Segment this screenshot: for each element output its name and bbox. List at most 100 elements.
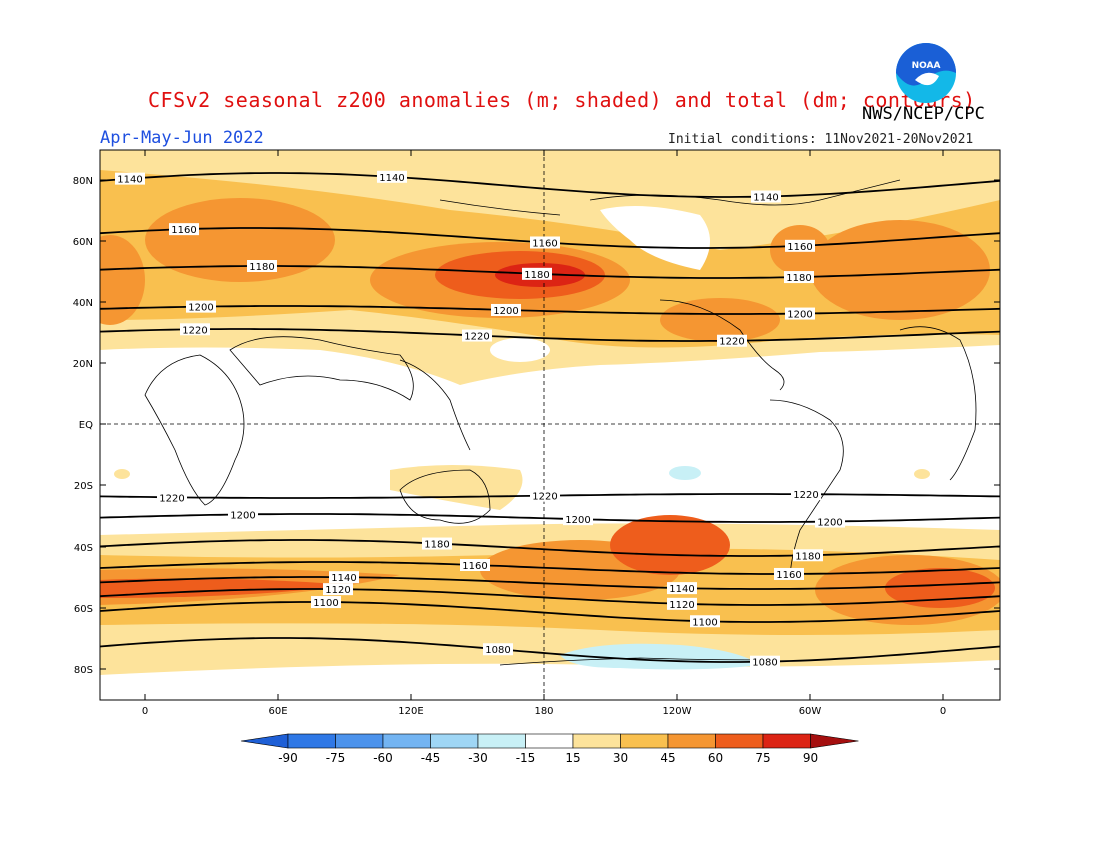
colorbar-cell xyxy=(810,733,859,749)
contour-label: 1120 xyxy=(669,600,694,611)
contour-label: 1200 xyxy=(565,515,590,526)
contour-label: 1140 xyxy=(331,573,356,584)
contour-line xyxy=(99,172,1001,198)
contour-label-bg xyxy=(690,615,720,628)
contour-label: 1180 xyxy=(786,273,811,284)
contour-label: 1140 xyxy=(117,175,142,186)
contour-label: 1200 xyxy=(787,310,812,321)
lon-label: 120E xyxy=(398,706,423,717)
contour-label: 1200 xyxy=(188,303,213,314)
contour-line xyxy=(99,305,1001,315)
contour-label-bg xyxy=(483,643,513,656)
colorbar-label: -30 xyxy=(468,751,488,765)
lat-label: EQ xyxy=(79,420,93,431)
colorbar-label: 60 xyxy=(708,751,723,765)
lat-label: 20N xyxy=(73,359,93,370)
lat-label: 60N xyxy=(73,237,93,248)
colorbar-label: 15 xyxy=(565,751,580,765)
lat-label: 40S xyxy=(74,543,93,554)
colorbar-cell xyxy=(430,733,479,749)
contour-line xyxy=(99,601,1001,623)
colorbar: -90 -75 -60 -45 -30 -15 15 30 45 60 75 90 xyxy=(240,733,859,765)
contour-label-bg xyxy=(717,334,747,347)
contour-label-bg xyxy=(157,491,187,504)
colorbar-label: 30 xyxy=(613,751,628,765)
contour-line xyxy=(99,576,1001,590)
contour-label: 1100 xyxy=(692,617,717,628)
contour-label: 1220 xyxy=(182,325,207,336)
map-title: CFSv2 seasonal z200 anomalies (m; shaded… xyxy=(148,88,976,112)
contour-label-bg xyxy=(784,271,814,284)
contour-label-bg xyxy=(311,596,341,609)
contour-label-bg xyxy=(522,267,552,280)
contour-label-bg xyxy=(186,300,216,313)
contour-label-bg xyxy=(774,567,804,580)
lat-label: 80N xyxy=(73,176,93,187)
contour-label-bg xyxy=(667,597,697,610)
lon-label: 60E xyxy=(268,706,287,717)
noaa-logo-icon: NOAA xyxy=(896,43,956,103)
colorbar-cell xyxy=(382,733,431,749)
contour-label: 1120 xyxy=(325,585,350,596)
contour-label-bg xyxy=(530,236,560,249)
contour-label: 1160 xyxy=(462,561,487,572)
map-axes: 80N 60N 40N 20N EQ 20S 40S 60S 80S 0 60E 120E 180 120… xyxy=(73,150,1000,717)
colorbar-label: -60 xyxy=(373,751,393,765)
initial-conditions-label: Initial conditions: 11Nov2021-20Nov2021 xyxy=(668,132,974,147)
contour-label: 1220 xyxy=(464,332,489,343)
contour-label-bg xyxy=(329,571,359,584)
contour-label-bg xyxy=(460,559,490,571)
colorbar-cell xyxy=(287,733,336,749)
contour-label: 1160 xyxy=(776,570,801,581)
lat-label: 20S xyxy=(74,481,93,492)
contour-label: 1140 xyxy=(753,193,778,204)
contour-label: 1180 xyxy=(524,270,549,281)
colorbar-cell xyxy=(335,733,384,749)
contour-label: 1100 xyxy=(313,598,338,609)
contour-label: 1160 xyxy=(787,242,812,253)
contour-label-bg xyxy=(323,583,353,596)
colorbar-cell xyxy=(572,733,621,749)
colorbar-label: -90 xyxy=(278,751,298,765)
colorbar-cell xyxy=(525,733,574,749)
contour-label: 1220 xyxy=(159,493,184,504)
svg-text:NOAA: NOAA xyxy=(912,61,941,71)
contour-label-bg xyxy=(815,515,845,528)
contour-label: 1080 xyxy=(485,645,510,656)
contour-label: 1160 xyxy=(171,225,196,236)
contour-label: 1200 xyxy=(817,518,842,529)
colorbar-label: 75 xyxy=(755,751,770,765)
colorbar-cell xyxy=(762,733,811,749)
colorbar-cell xyxy=(620,733,669,749)
contour-label-bg xyxy=(462,329,492,342)
contour-label-bg xyxy=(785,307,815,320)
colorbar-label: -75 xyxy=(326,751,346,765)
contour-label: 1220 xyxy=(719,337,744,348)
lat-label: 40N xyxy=(73,298,93,309)
contour-label-bg xyxy=(785,239,815,252)
colorbar-label: 90 xyxy=(803,751,818,765)
contour-label-bg xyxy=(180,323,210,336)
contour-label-bg xyxy=(667,582,697,595)
lon-label: 120W xyxy=(663,706,692,717)
contour-label: 1140 xyxy=(379,173,404,184)
contour-label-bg xyxy=(377,170,407,183)
contour-label-bg xyxy=(422,537,452,550)
lon-label: 0 xyxy=(142,706,148,717)
contour-label: 1220 xyxy=(532,492,557,503)
colorbar-label: 45 xyxy=(660,751,675,765)
lon-label: 60W xyxy=(799,706,822,717)
contour-line xyxy=(99,588,1001,606)
agency-label: NWS/NCEP/CPC xyxy=(862,104,985,124)
colorbar-cell xyxy=(667,733,716,749)
contour-label-bg xyxy=(115,172,145,185)
lon-label: 180 xyxy=(534,706,553,717)
contour-line xyxy=(99,561,1001,575)
contour-label-bg xyxy=(247,260,277,273)
contour-label: 1140 xyxy=(669,584,694,595)
contour-label: 1200 xyxy=(230,510,255,521)
lat-label: 80S xyxy=(74,665,93,676)
contour-label-bg xyxy=(751,190,781,203)
colorbar-label: -45 xyxy=(421,751,441,765)
